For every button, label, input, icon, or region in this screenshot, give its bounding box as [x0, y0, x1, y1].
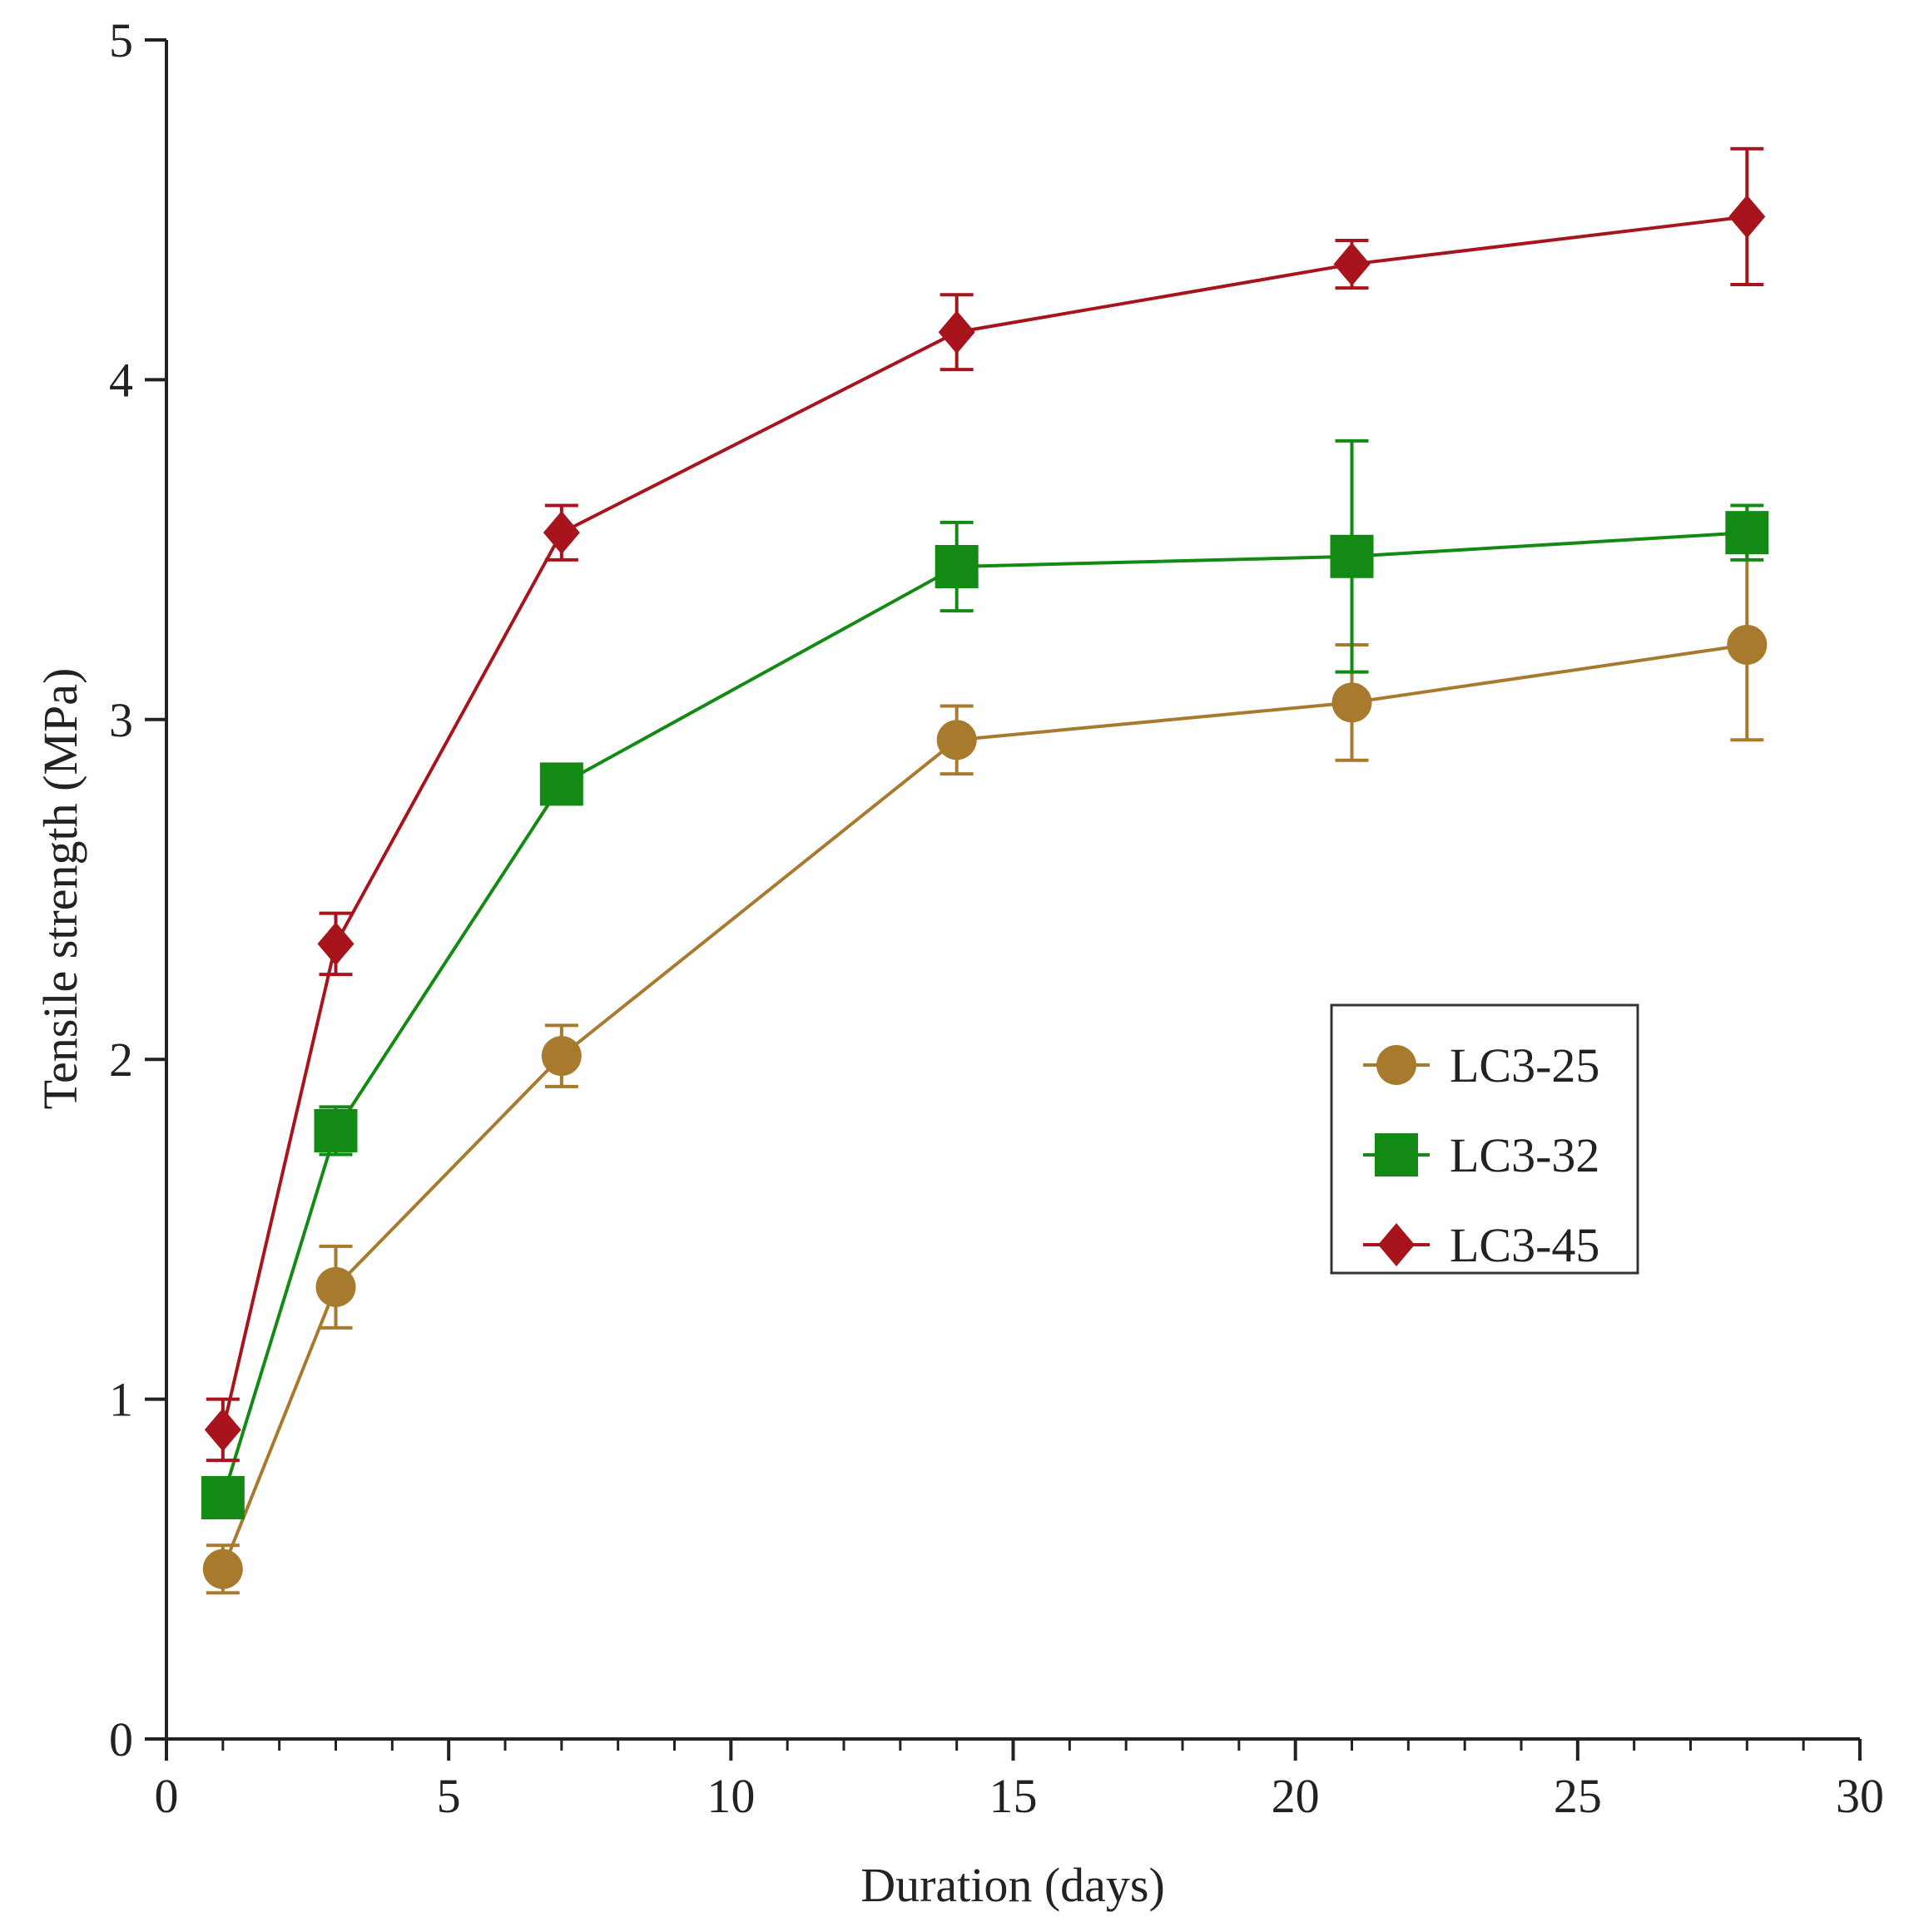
legend-item-lc3-25: LC3-25	[1363, 1038, 1599, 1092]
axes: 0 5 10 15 20 25 30 0 1 2 3 4 5	[109, 13, 1884, 1823]
legend: LC3-25 LC3-32 LC3-45	[1330, 1003, 1639, 1275]
data-point-lc3-32	[201, 1476, 245, 1520]
data-point-lc3-25	[936, 720, 977, 760]
data-point-lc3-32	[314, 1108, 358, 1152]
x-tick-label: 30	[1836, 1769, 1884, 1823]
x-tick-label: 10	[707, 1769, 755, 1823]
legend-items: LC3-25 LC3-32 LC3-45	[1363, 1038, 1599, 1272]
legend-label: LC3-25	[1450, 1038, 1599, 1092]
data-point-lc3-32	[1725, 511, 1769, 555]
y-tick-label: 4	[109, 353, 133, 407]
legend-marker-lc3-25	[1376, 1045, 1416, 1085]
data-point-lc3-45	[938, 310, 975, 354]
series-lc3-25	[202, 547, 1768, 1595]
data-point-lc3-32	[539, 762, 583, 806]
series-lc3-45	[204, 146, 1766, 1463]
data-point-lc3-45	[543, 511, 580, 555]
x-tick-label: 5	[437, 1769, 461, 1823]
y-tick-label: 1	[109, 1373, 133, 1427]
legend-item-lc3-32: LC3-32	[1363, 1128, 1599, 1182]
y-tick-label: 2	[109, 1033, 133, 1087]
legend-marker-lc3-32	[1375, 1133, 1418, 1177]
y-tick-label: 0	[109, 1712, 133, 1766]
y-tick-label: 3	[109, 693, 133, 747]
data-point-lc3-45	[1728, 195, 1766, 239]
data-point-lc3-25	[1331, 682, 1372, 723]
data-point-lc3-45	[204, 1408, 241, 1452]
data-point-lc3-25	[315, 1266, 356, 1307]
series-line-lc3-25	[221, 642, 1748, 1570]
series-lc3-32	[201, 438, 1769, 1520]
legend-label: LC3-45	[1450, 1218, 1599, 1272]
series-line-lc3-32	[221, 531, 1748, 1499]
data-point-lc3-25	[541, 1036, 582, 1077]
data-point-lc3-25	[1727, 624, 1768, 665]
y-axis-title: Tensile strength (MPa)	[33, 668, 87, 1110]
data-point-lc3-32	[1330, 534, 1374, 578]
data-point-lc3-25	[202, 1548, 243, 1589]
series-line-lc3-45	[221, 215, 1748, 1430]
data-point-lc3-45	[1333, 242, 1371, 286]
y-tick-label: 5	[109, 13, 133, 67]
legend-item-lc3-45: LC3-45	[1363, 1218, 1599, 1272]
series-layer	[201, 146, 1769, 1595]
legend-marker-lc3-45	[1378, 1223, 1415, 1266]
x-axis-title: Duration (days)	[860, 1858, 1165, 1912]
x-tick-label: 0	[155, 1769, 179, 1823]
data-point-lc3-45	[317, 922, 355, 966]
legend-label: LC3-32	[1450, 1128, 1599, 1182]
x-tick-label: 25	[1554, 1769, 1602, 1823]
data-point-lc3-32	[935, 545, 979, 589]
x-tick-label: 20	[1272, 1769, 1320, 1823]
x-tick-label: 15	[989, 1769, 1038, 1823]
